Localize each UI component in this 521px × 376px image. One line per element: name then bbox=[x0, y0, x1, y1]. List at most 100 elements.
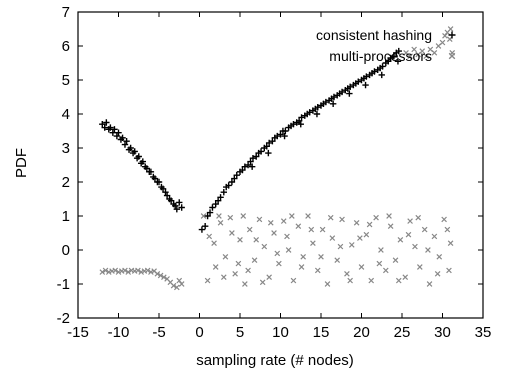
x-tick-label: 25 bbox=[394, 324, 411, 341]
data-point-consistent-hashing bbox=[346, 90, 353, 97]
data-point-multi-processors bbox=[436, 253, 443, 260]
data-point-consistent-hashing bbox=[362, 81, 369, 89]
data-point-consistent-hashing bbox=[147, 168, 155, 175]
data-point-multi-processors bbox=[161, 274, 167, 281]
x-tick-label: 0 bbox=[195, 324, 203, 341]
data-point-multi-processors bbox=[251, 257, 258, 264]
data-point-multi-processors bbox=[308, 226, 315, 233]
y-axis-title: PDF bbox=[13, 148, 30, 178]
data-point-multi-processors bbox=[442, 32, 448, 39]
data-point-consistent-hashing bbox=[173, 206, 181, 213]
data-point-multi-processors bbox=[407, 53, 413, 60]
data-point-consistent-hashing bbox=[263, 143, 270, 150]
data-point-multi-processors bbox=[447, 240, 454, 247]
data-point-consistent-hashing bbox=[265, 139, 273, 147]
data-point-consistent-hashing bbox=[103, 119, 110, 126]
data-point-multi-processors bbox=[229, 230, 235, 236]
data-point-multi-processors bbox=[347, 277, 353, 284]
data-point-multi-processors bbox=[173, 284, 180, 291]
data-point-multi-processors bbox=[170, 282, 177, 289]
data-point-consistent-hashing bbox=[225, 182, 232, 189]
data-point-consistent-hashing bbox=[176, 199, 183, 206]
data-point-multi-processors bbox=[412, 243, 418, 250]
data-point-multi-processors bbox=[216, 213, 222, 219]
data-point-consistent-hashing bbox=[290, 121, 297, 128]
data-point-multi-processors bbox=[387, 223, 394, 230]
data-point-consistent-hashing bbox=[394, 58, 402, 65]
data-point-consistent-hashing bbox=[314, 104, 321, 111]
data-point-multi-processors bbox=[363, 231, 370, 238]
data-point-consistent-hashing bbox=[159, 185, 167, 192]
data-point-multi-processors bbox=[99, 269, 106, 275]
data-point-multi-processors bbox=[319, 226, 326, 233]
data-point-multi-processors bbox=[324, 281, 331, 287]
data-point-multi-processors bbox=[271, 230, 277, 236]
data-point-multi-processors bbox=[407, 218, 413, 224]
data-point-consistent-hashing bbox=[151, 175, 159, 182]
data-point-multi-processors bbox=[235, 260, 242, 267]
data-point-multi-processors bbox=[284, 233, 290, 240]
data-point-multi-processors bbox=[419, 48, 426, 54]
data-point-consistent-hashing bbox=[330, 93, 338, 101]
data-point-multi-processors bbox=[125, 269, 132, 275]
data-point-multi-processors bbox=[245, 267, 251, 274]
legend: consistent hashing multi-processors bbox=[316, 27, 456, 64]
data-point-multi-processors bbox=[154, 270, 161, 277]
data-point-multi-processors bbox=[334, 257, 341, 264]
data-point-multi-processors bbox=[411, 46, 417, 53]
legend-marker-multi-processors bbox=[448, 52, 456, 60]
data-point-consistent-hashing bbox=[329, 100, 337, 107]
data-point-multi-processors bbox=[204, 277, 211, 284]
data-point-multi-processors bbox=[298, 264, 305, 270]
data-point-multi-processors bbox=[426, 281, 433, 287]
data-point-multi-processors bbox=[439, 39, 446, 46]
data-point-consistent-hashing bbox=[107, 124, 114, 131]
data-point-multi-processors bbox=[211, 240, 217, 247]
data-point-multi-processors bbox=[227, 214, 234, 221]
y-tick-label: -1 bbox=[57, 276, 70, 293]
y-tick-label: 0 bbox=[62, 242, 70, 259]
data-point-consistent-hashing bbox=[371, 68, 378, 75]
data-point-consistent-hashing bbox=[281, 132, 288, 140]
series-consistent-hashing bbox=[99, 47, 402, 233]
data-point-consistent-hashing bbox=[249, 155, 257, 162]
data-point-consistent-hashing bbox=[231, 175, 238, 182]
x-axis-title: sampling rate (# nodes) bbox=[196, 352, 354, 369]
data-point-consistent-hashing bbox=[248, 163, 256, 170]
data-point-multi-processors bbox=[148, 269, 154, 275]
data-point-multi-processors bbox=[441, 216, 447, 223]
data-point-multi-processors bbox=[157, 272, 164, 279]
x-axis: -15 -10 -5 0 5 10 15 20 25 30 35 bbox=[67, 12, 491, 341]
data-point-consistent-hashing bbox=[109, 129, 117, 136]
data-point-consistent-hashing bbox=[201, 223, 209, 230]
data-point-multi-processors bbox=[378, 247, 384, 253]
data-point-consistent-hashing bbox=[228, 178, 236, 186]
x-tick-label: 15 bbox=[313, 324, 330, 341]
data-point-consistent-hashing bbox=[390, 53, 398, 60]
data-point-multi-processors bbox=[358, 264, 365, 270]
y-tick-label: 3 bbox=[62, 140, 70, 157]
data-point-multi-processors bbox=[256, 216, 263, 223]
data-point-consistent-hashing bbox=[379, 63, 386, 70]
data-point-multi-processors bbox=[212, 264, 219, 270]
data-point-multi-processors bbox=[446, 267, 452, 274]
data-point-multi-processors bbox=[266, 274, 272, 281]
data-point-multi-processors bbox=[382, 267, 389, 274]
data-point-multi-processors bbox=[386, 213, 392, 219]
y-tick-label: 7 bbox=[62, 4, 70, 21]
data-point-multi-processors bbox=[217, 219, 224, 226]
data-point-consistent-hashing bbox=[113, 132, 121, 140]
data-point-multi-processors bbox=[329, 235, 336, 241]
data-point-consistent-hashing bbox=[131, 148, 138, 155]
data-point-multi-processors bbox=[253, 236, 260, 243]
legend-marker-consistent-hashing bbox=[448, 31, 456, 39]
data-point-consistent-hashing bbox=[121, 141, 129, 148]
data-point-multi-processors bbox=[232, 270, 238, 277]
data-point-consistent-hashing bbox=[244, 161, 252, 169]
data-point-multi-processors bbox=[368, 277, 375, 284]
data-point-multi-processors bbox=[135, 267, 141, 274]
data-point-consistent-hashing bbox=[135, 153, 142, 160]
data-point-multi-processors bbox=[246, 226, 253, 233]
data-point-multi-processors bbox=[138, 269, 145, 275]
